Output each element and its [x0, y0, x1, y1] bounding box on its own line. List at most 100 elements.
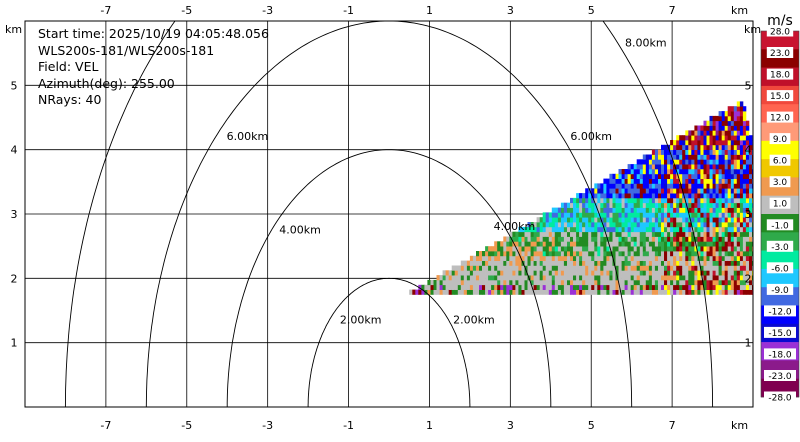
velocity-gate — [651, 169, 656, 175]
velocity-gate — [588, 265, 592, 271]
velocity-gate — [745, 135, 750, 141]
velocity-gate — [682, 169, 686, 175]
velocity-gate — [694, 178, 698, 184]
velocity-gate — [730, 193, 735, 199]
velocity-gate — [570, 217, 574, 223]
velocity-gate — [706, 226, 710, 233]
velocity-gate — [676, 246, 680, 252]
velocity-gate — [685, 222, 689, 228]
y-tick-label-right: 2 — [745, 272, 752, 285]
velocity-gate — [651, 154, 656, 160]
velocity-gate — [667, 246, 671, 252]
velocity-gate — [606, 255, 610, 261]
velocity-gate — [742, 154, 747, 160]
velocity-gate — [721, 246, 726, 252]
velocity-gate — [597, 246, 601, 252]
velocity-gate — [597, 207, 601, 213]
velocity-gate — [730, 140, 735, 146]
velocity-gate — [606, 246, 610, 252]
velocity-gate — [588, 236, 592, 242]
velocity-gate — [494, 270, 498, 276]
colorbar-label: 12.0 — [770, 114, 790, 124]
velocity-gate — [654, 265, 659, 271]
velocity-gate — [718, 188, 722, 194]
velocity-gate — [642, 197, 647, 204]
velocity-gate — [512, 289, 516, 295]
velocity-gate — [667, 164, 671, 170]
velocity-gate — [712, 193, 716, 199]
velocity-gate — [749, 135, 753, 141]
velocity-gate — [645, 178, 650, 184]
velocity-gate — [645, 260, 650, 266]
velocity-gate — [715, 275, 719, 281]
velocity-gate — [700, 197, 704, 204]
velocity-gate — [724, 231, 729, 237]
velocity-gate — [515, 275, 519, 281]
velocity-gate — [576, 207, 580, 213]
velocity-gate — [685, 251, 689, 257]
velocity-gate — [530, 275, 534, 281]
velocity-gate — [715, 270, 719, 276]
velocity-gate — [706, 154, 710, 160]
velocity-gate — [676, 135, 680, 141]
velocity-gate — [560, 289, 565, 295]
velocity-gate — [682, 197, 686, 204]
velocity-gate — [733, 188, 738, 194]
velocity-gate — [600, 255, 604, 261]
velocity-gate — [749, 207, 753, 213]
velocity-gate — [676, 197, 680, 204]
velocity-gate — [667, 231, 671, 237]
velocity-gate — [639, 197, 644, 204]
velocity-gate — [742, 251, 747, 257]
velocity-gate — [472, 279, 477, 286]
velocity-gate — [588, 202, 592, 208]
velocity-gate — [609, 222, 613, 228]
velocity-gate — [688, 279, 692, 286]
velocity-gate — [724, 140, 729, 146]
nrays-label: NRays: 40 — [38, 92, 101, 107]
velocity-gate — [721, 111, 726, 117]
velocity-gate — [457, 265, 462, 271]
velocity-gate — [518, 270, 522, 276]
velocity-gate — [503, 255, 507, 261]
velocity-gate — [715, 236, 719, 242]
velocity-gate — [621, 178, 625, 184]
velocity-gate — [709, 115, 713, 122]
velocity-gate — [527, 222, 531, 228]
velocity-gate — [636, 207, 641, 213]
velocity-gate — [536, 275, 540, 281]
velocity-gate — [651, 241, 656, 247]
velocity-gate — [658, 241, 662, 247]
velocity-gate — [651, 236, 656, 242]
velocity-gate — [670, 169, 674, 175]
velocity-gate — [506, 251, 510, 257]
velocity-gate — [648, 246, 653, 252]
velocity-gate — [615, 251, 619, 257]
velocity-gate — [658, 265, 662, 271]
velocity-gate — [670, 226, 674, 233]
velocity-gate — [630, 236, 635, 242]
velocity-gate — [745, 236, 750, 242]
velocity-gate — [618, 193, 622, 199]
velocity-gate — [724, 169, 729, 175]
velocity-gate — [600, 222, 604, 228]
velocity-gate — [624, 260, 628, 266]
velocity-gate — [664, 260, 668, 266]
velocity-gate — [600, 275, 604, 281]
velocity-gate — [709, 289, 713, 295]
velocity-gate — [700, 222, 704, 228]
velocity-gate — [694, 246, 698, 252]
velocity-gate — [603, 193, 607, 199]
velocity-gate — [706, 125, 710, 131]
velocity-gate — [691, 144, 695, 150]
velocity-gate — [606, 222, 610, 228]
velocity-gate — [739, 284, 744, 290]
velocity-gate — [703, 222, 707, 228]
velocity-gate — [736, 236, 741, 242]
velocity-gate — [645, 217, 650, 223]
velocity-gate — [745, 270, 750, 276]
velocity-gate — [661, 207, 665, 213]
velocity-gate — [654, 169, 659, 175]
velocity-gate — [703, 159, 707, 165]
colorbar-label: -6.0 — [771, 264, 789, 274]
